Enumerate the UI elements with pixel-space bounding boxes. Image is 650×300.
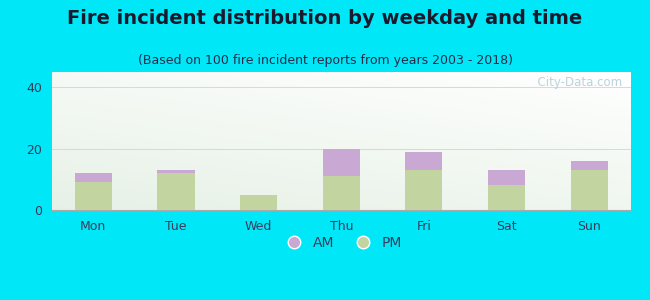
Bar bbox=[75, 182, 112, 210]
Text: (Based on 100 fire incident reports from years 2003 - 2018): (Based on 100 fire incident reports from… bbox=[138, 54, 512, 67]
Bar bbox=[571, 170, 608, 210]
Bar bbox=[322, 176, 360, 210]
Bar bbox=[157, 173, 194, 210]
Bar bbox=[488, 170, 525, 185]
Bar bbox=[157, 170, 194, 173]
Bar bbox=[406, 170, 443, 210]
Bar bbox=[406, 152, 443, 170]
Bar bbox=[75, 173, 112, 182]
Text: City-Data.com: City-Data.com bbox=[530, 76, 622, 89]
Text: Fire incident distribution by weekday and time: Fire incident distribution by weekday an… bbox=[68, 9, 582, 28]
Bar bbox=[571, 161, 608, 170]
Legend: AM, PM: AM, PM bbox=[274, 230, 408, 256]
Bar bbox=[322, 149, 360, 176]
Bar bbox=[488, 185, 525, 210]
Bar bbox=[240, 195, 277, 210]
